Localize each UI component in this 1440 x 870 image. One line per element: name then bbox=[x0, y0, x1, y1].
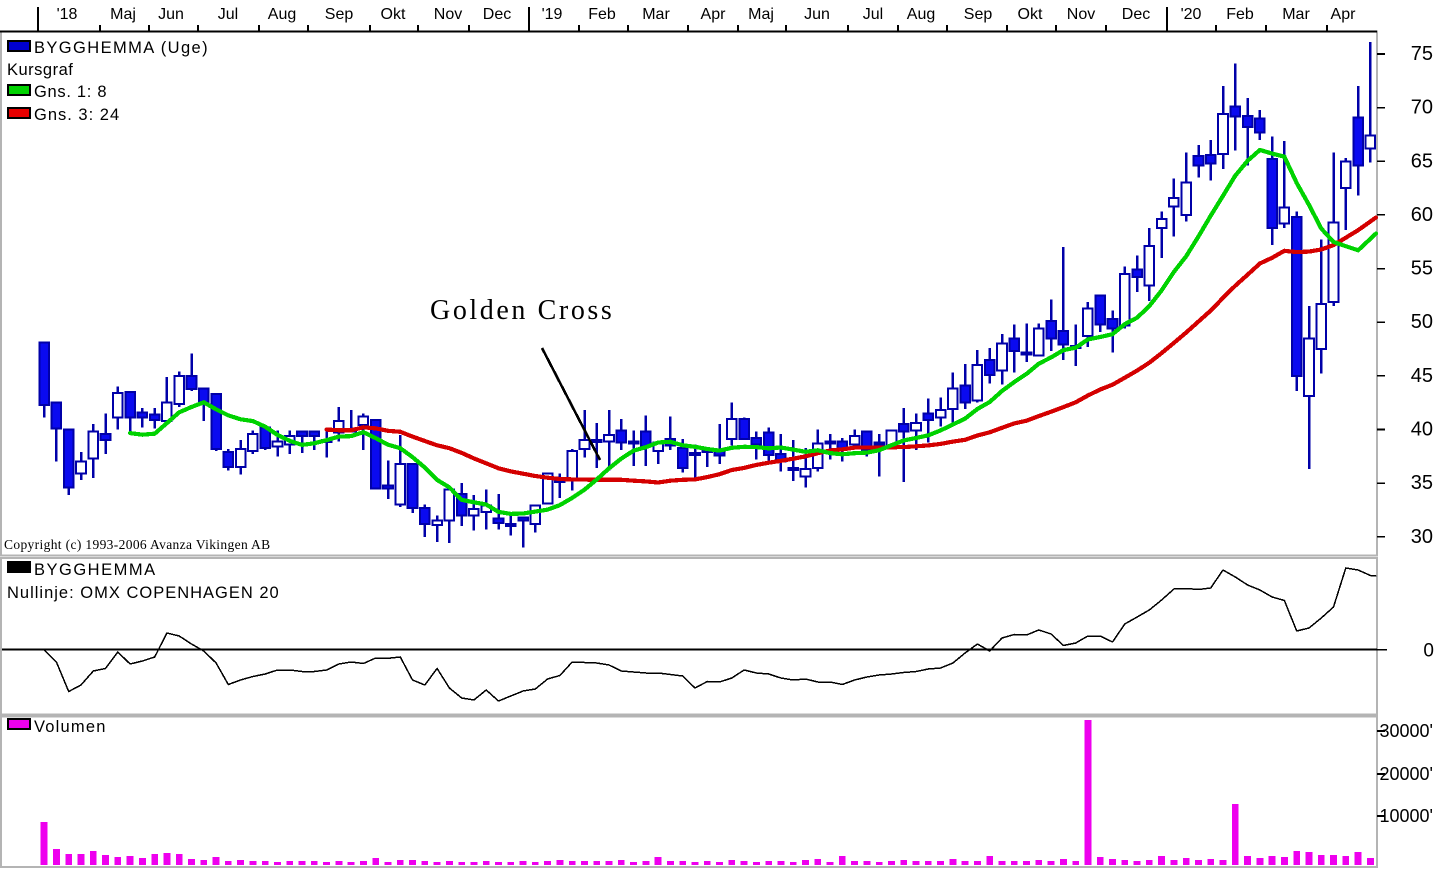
svg-text:Feb: Feb bbox=[588, 6, 616, 23]
svg-text:Jun: Jun bbox=[158, 6, 184, 23]
svg-text:50: 50 bbox=[1411, 311, 1433, 333]
svg-text:Apr: Apr bbox=[1331, 6, 1357, 23]
svg-text:Nov: Nov bbox=[434, 6, 462, 23]
svg-text:Volumen: Volumen bbox=[34, 718, 107, 736]
svg-text:Dec: Dec bbox=[483, 6, 511, 23]
svg-text:Jul: Jul bbox=[863, 6, 883, 23]
svg-text:35: 35 bbox=[1411, 472, 1433, 494]
svg-text:Dec: Dec bbox=[1122, 6, 1150, 23]
svg-text:10000': 10000' bbox=[1380, 806, 1434, 826]
svg-text:Sep: Sep bbox=[325, 6, 354, 23]
svg-text:Gns. 3: 24: Gns. 3: 24 bbox=[34, 106, 120, 124]
svg-text:Maj: Maj bbox=[748, 6, 774, 23]
svg-text:Kursgraf: Kursgraf bbox=[7, 61, 73, 79]
svg-text:'19: '19 bbox=[542, 6, 563, 23]
svg-text:20000': 20000' bbox=[1380, 764, 1434, 784]
svg-text:Apr: Apr bbox=[701, 6, 727, 23]
svg-text:Golden Cross: Golden Cross bbox=[430, 295, 614, 326]
svg-text:Mar: Mar bbox=[642, 6, 670, 23]
svg-text:65: 65 bbox=[1411, 150, 1433, 172]
svg-text:Jul: Jul bbox=[218, 6, 238, 23]
svg-text:45: 45 bbox=[1411, 365, 1433, 387]
svg-text:Aug: Aug bbox=[268, 6, 296, 23]
svg-text:Aug: Aug bbox=[907, 6, 935, 23]
svg-text:Okt: Okt bbox=[381, 6, 406, 23]
svg-text:75: 75 bbox=[1411, 43, 1433, 65]
svg-text:Mar: Mar bbox=[1282, 6, 1310, 23]
svg-text:'20: '20 bbox=[1181, 6, 1202, 23]
svg-text:55: 55 bbox=[1411, 258, 1433, 280]
svg-text:Nov: Nov bbox=[1067, 6, 1095, 23]
svg-text:Nullinje: OMX COPENHAGEN 20: Nullinje: OMX COPENHAGEN 20 bbox=[7, 584, 280, 602]
svg-text:Okt: Okt bbox=[1018, 6, 1043, 23]
svg-text:30: 30 bbox=[1411, 526, 1433, 548]
svg-text:BYGGHEMMA (Uge): BYGGHEMMA (Uge) bbox=[34, 39, 209, 57]
svg-text:Maj: Maj bbox=[110, 6, 136, 23]
svg-text:30000': 30000' bbox=[1380, 721, 1434, 741]
svg-text:'18: '18 bbox=[57, 6, 78, 23]
svg-text:Copyright (c) 1993-2006 Avanza: Copyright (c) 1993-2006 Avanza Vikingen … bbox=[4, 537, 270, 552]
svg-text:BYGGHEMMA: BYGGHEMMA bbox=[34, 561, 157, 579]
svg-text:Gns. 1: 8: Gns. 1: 8 bbox=[34, 83, 107, 101]
svg-text:0: 0 bbox=[1423, 641, 1434, 662]
svg-text:Jun: Jun bbox=[804, 6, 830, 23]
svg-text:70: 70 bbox=[1411, 97, 1433, 119]
svg-text:60: 60 bbox=[1411, 204, 1433, 226]
svg-text:Sep: Sep bbox=[964, 6, 993, 23]
svg-text:40: 40 bbox=[1411, 419, 1433, 441]
svg-text:Feb: Feb bbox=[1226, 6, 1254, 23]
